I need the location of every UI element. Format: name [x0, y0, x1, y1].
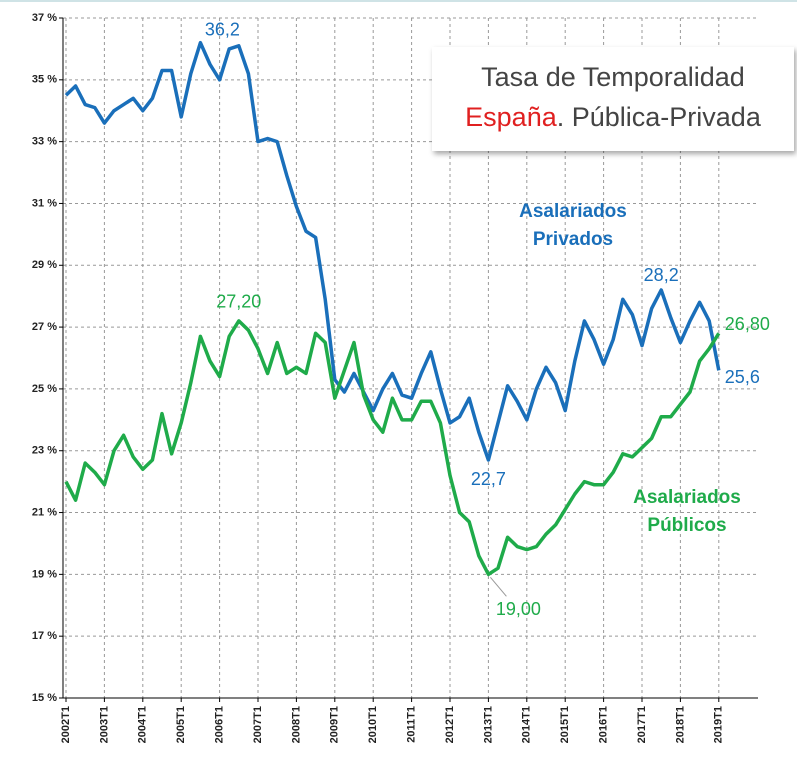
y-tick-label: 37 % — [32, 12, 57, 24]
x-tick-label: 2017T1 — [636, 706, 648, 743]
subtitle-rest: . Pública-Privada — [556, 102, 761, 132]
series-label: Asalariados Privados — [519, 201, 627, 250]
x-tick-label: 2004T1 — [137, 706, 149, 743]
x-tick-label: 2002T1 — [60, 706, 72, 743]
x-tick-label: 2003T1 — [98, 706, 110, 743]
y-tick-label: 35 % — [32, 74, 57, 86]
x-tick-label: 2005T1 — [175, 706, 187, 743]
x-tick-label: 2019T1 — [713, 706, 725, 743]
data-label: 27,20 — [216, 292, 261, 312]
x-tick-label: 2018T1 — [674, 706, 686, 743]
data-label: 22,7 — [471, 469, 506, 489]
x-tick-label: 2006T1 — [214, 706, 226, 743]
x-tick-label: 2012T1 — [444, 706, 456, 743]
leader-line — [490, 577, 507, 597]
y-tick-label: 21 % — [32, 506, 57, 518]
y-tick-label: 29 % — [32, 259, 57, 271]
x-tick-label: 2013T1 — [482, 706, 494, 743]
y-tick-label: 31 % — [32, 197, 57, 209]
data-label: 26,80 — [725, 314, 770, 334]
x-tick-label: 2009T1 — [329, 706, 341, 743]
y-tick-label: 15 % — [32, 692, 57, 704]
series-line — [64, 40, 721, 462]
chart-subtitle: España. Pública-Privada — [432, 97, 794, 137]
x-tick-label: 2016T1 — [598, 706, 610, 743]
x-tick-label: 2015T1 — [559, 706, 571, 743]
x-tick-label: 2007T1 — [252, 706, 264, 743]
subtitle-highlight: España — [465, 102, 557, 132]
series-line — [64, 319, 721, 577]
y-tick-label: 33 % — [32, 136, 57, 148]
title-box: Tasa de Temporalidad España. Pública-Pri… — [432, 47, 794, 151]
y-tick-label: 19 % — [32, 568, 57, 580]
y-tick-label: 17 % — [32, 630, 57, 642]
chart-title: Tasa de Temporalidad — [481, 62, 745, 92]
data-label: 25,6 — [725, 367, 760, 387]
data-label: 36,2 — [205, 19, 240, 39]
y-tick-label: 23 % — [32, 445, 57, 457]
y-tick-label: 27 % — [32, 321, 57, 333]
x-tick-label: 2011T1 — [406, 706, 418, 743]
x-tick-label: 2010T1 — [367, 706, 379, 743]
data-label: 28,2 — [644, 265, 679, 285]
x-tick-label: 2014T1 — [521, 706, 533, 743]
data-label: 19,00 — [496, 599, 541, 619]
y-tick-label: 25 % — [32, 383, 57, 395]
x-tick-label: 2008T1 — [290, 706, 302, 743]
series-label: Asalariados Públicos — [633, 487, 741, 536]
